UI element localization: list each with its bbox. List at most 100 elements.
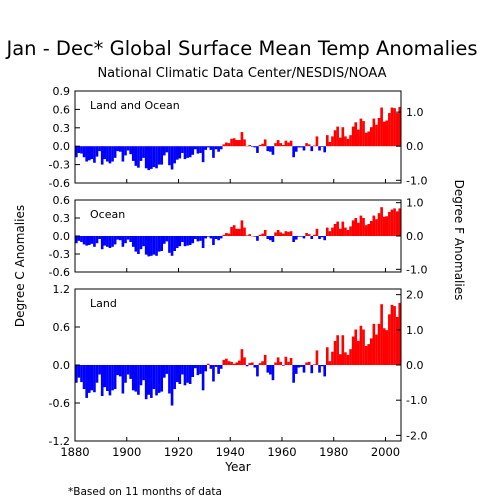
bar-land-1943 (238, 360, 241, 365)
bar-land-2001 (388, 314, 391, 365)
bar-land-and-ocean-1888 (95, 146, 99, 157)
bar-land-and-ocean-1972 (313, 145, 316, 147)
bar-land-and-ocean-1899 (124, 146, 127, 156)
y-tick-label: 0.3 (53, 122, 71, 135)
bar-land-and-ocean-1965 (294, 146, 298, 152)
bar-land-and-ocean-1925 (191, 146, 195, 155)
bar-ocean-1881 (77, 236, 81, 241)
bar-ocean-1991 (362, 218, 365, 236)
bar-land-and-ocean-1993 (367, 131, 371, 147)
bar-land-1909 (150, 365, 153, 398)
bar-ocean-1887 (93, 236, 96, 247)
bar-land-and-ocean-1998 (380, 107, 383, 147)
y-tick-label: -0.6 (49, 266, 70, 279)
bar-land-and-ocean-1910 (152, 146, 156, 168)
bar-land-1929 (201, 365, 205, 391)
bar-ocean-1983 (341, 221, 345, 236)
bar-ocean-1911 (155, 236, 158, 256)
bar-ocean-1942 (235, 228, 239, 236)
bar-ocean-1968 (302, 236, 306, 239)
bar-ocean-1905 (139, 236, 143, 250)
bar-land-and-ocean-1967 (300, 146, 303, 148)
bar-land-1949 (253, 365, 257, 368)
bar-ocean-1943 (238, 228, 241, 236)
bar-land-and-ocean-1950 (256, 146, 259, 153)
bar-land-and-ocean-1952 (261, 143, 264, 147)
bar-ocean-1900 (126, 236, 130, 240)
bar-land-1895 (113, 365, 117, 390)
bar-land-and-ocean-1892 (106, 146, 109, 162)
bar-ocean-1932 (209, 236, 213, 239)
y-tick-label: -0.6 (49, 397, 70, 410)
y-right-tick-label: 2.0 (406, 289, 424, 302)
bar-ocean-1883 (82, 236, 86, 245)
bar-land-1985 (346, 354, 350, 365)
bar-land-1977 (325, 347, 329, 365)
chart-subtitle: National Climatic Data Center/NESDIS/NOA… (97, 66, 387, 81)
bar-ocean-1956 (271, 236, 275, 242)
bar-land-2004 (395, 316, 399, 365)
bar-ocean-1973 (315, 228, 319, 236)
bar-land-1968 (302, 365, 306, 373)
bar-land-1938 (225, 358, 228, 365)
bar-ocean-1962 (287, 231, 290, 236)
bar-land-and-ocean-1948 (250, 146, 254, 147)
x-tick-label: 2000 (371, 445, 400, 459)
bar-ocean-1910 (152, 236, 156, 255)
bar-land-1990 (359, 325, 363, 365)
bar-land-and-ocean-1929 (201, 146, 205, 163)
bar-ocean-1928 (199, 236, 202, 241)
bar-land-and-ocean-1924 (188, 146, 192, 158)
bar-ocean-1970 (307, 234, 311, 236)
bar-land-1989 (357, 340, 360, 365)
bar-land-and-ocean-1886 (90, 146, 94, 160)
y-right-tick-label: 1.0 (406, 106, 424, 119)
bar-land-1988 (354, 329, 358, 365)
bar-land-and-ocean-1989 (357, 129, 360, 147)
bar-land-and-ocean-1996 (375, 124, 378, 147)
bar-land-and-ocean-1935 (217, 146, 220, 152)
bar-land-and-ocean-1898 (121, 146, 125, 162)
bar-ocean-2005 (398, 208, 402, 236)
bar-land-1969 (305, 362, 308, 365)
y-tick-label: 0.0 (53, 359, 71, 372)
bar-land-and-ocean-1973 (315, 136, 319, 147)
y-right-tick-label: -2.0 (406, 429, 427, 442)
bar-land-and-ocean-1912 (157, 146, 161, 165)
bar-land-1883 (82, 365, 86, 390)
bar-ocean-1978 (328, 231, 332, 236)
bar-ocean-1904 (137, 236, 140, 254)
bar-land-1986 (349, 349, 352, 365)
bar-ocean-1909 (150, 236, 153, 256)
y-tick-label: 0.6 (53, 103, 71, 116)
bar-land-and-ocean-1960 (281, 144, 285, 147)
bar-land-and-ocean-1963 (289, 140, 293, 147)
bar-land-and-ocean-1979 (331, 136, 334, 147)
y-tick-label: 0.3 (53, 212, 71, 225)
bar-land-1932 (209, 365, 213, 369)
bar-land-and-ocean-1887 (93, 146, 96, 163)
bar-ocean-1990 (359, 215, 363, 236)
bar-land-and-ocean-1894 (111, 146, 114, 162)
bar-ocean-1933 (212, 236, 215, 245)
bar-land-and-ocean-2000 (385, 120, 389, 147)
bar-land-1893 (108, 365, 112, 396)
bar-land-and-ocean-1890 (100, 146, 104, 165)
bar-ocean-1974 (318, 236, 321, 239)
bar-land-and-ocean-1951 (258, 144, 262, 147)
bar-land-1930 (204, 365, 208, 372)
bar-land-1933 (212, 365, 215, 382)
bar-land-and-ocean-1906 (142, 146, 145, 158)
bar-land-and-ocean-1934 (214, 146, 218, 150)
bar-ocean-1972 (313, 234, 316, 236)
bar-land-1982 (338, 354, 342, 365)
bar-land-1906 (142, 365, 145, 381)
bar-ocean-1889 (98, 236, 101, 239)
bar-ocean-1987 (351, 220, 355, 236)
bar-land-1897 (118, 365, 122, 377)
bar-ocean-1946 (245, 235, 249, 236)
bar-land-1956 (271, 365, 275, 381)
bar-land-and-ocean-1990 (359, 118, 363, 147)
bar-ocean-1888 (95, 236, 99, 244)
bar-land-and-ocean-1923 (186, 146, 189, 158)
